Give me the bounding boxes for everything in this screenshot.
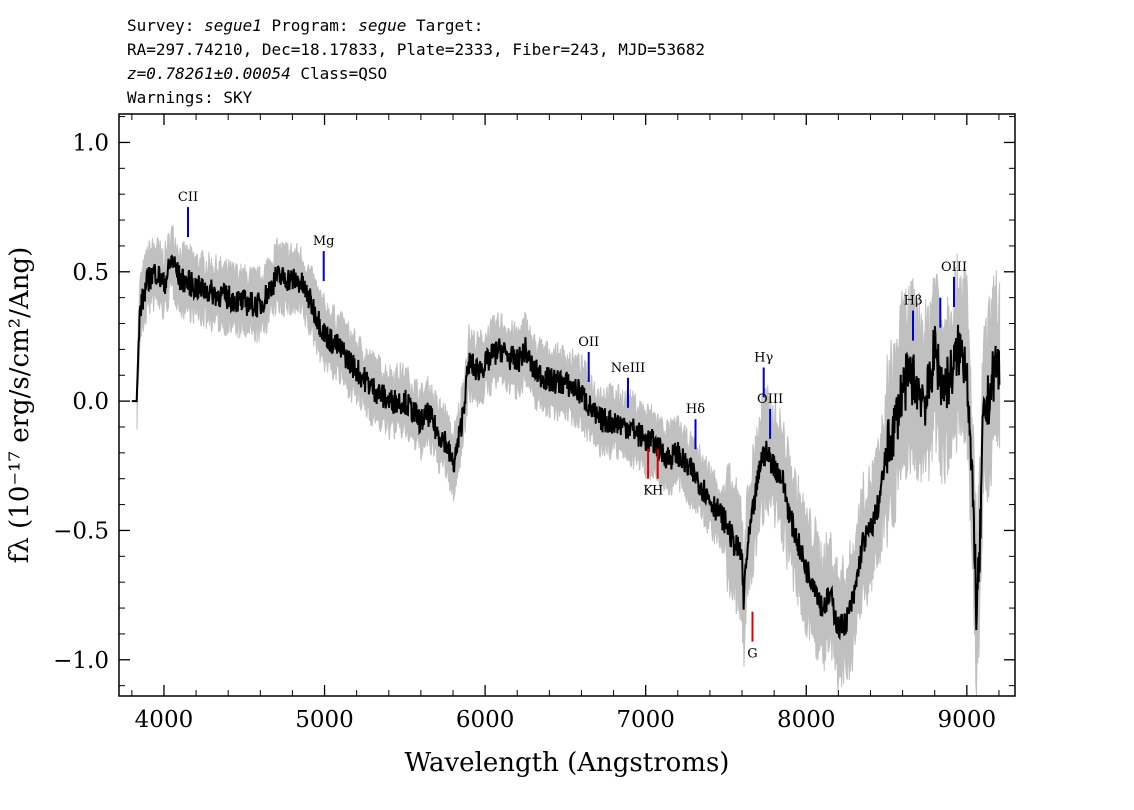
flux-error-band <box>136 224 1001 697</box>
y-tick-label: 1.0 <box>72 130 109 156</box>
line-label-neiii: NeIII <box>611 361 645 376</box>
x-tick-label: 6000 <box>456 707 515 733</box>
x-tick-label: 8000 <box>777 707 836 733</box>
y-tick-label: −0.5 <box>53 518 109 544</box>
target-label: Target: <box>406 16 484 35</box>
header-line-redshift: z=0.78261±0.00054 Class=QSO <box>127 62 705 86</box>
header-line-survey: Survey: segue1 Program: segue Target: <box>127 14 705 38</box>
line-label-oii: OII <box>578 335 599 350</box>
flux-line-layer <box>131 254 1001 641</box>
y-tick-label: 0.0 <box>72 389 109 415</box>
x-tick-label: 4000 <box>135 707 194 733</box>
program-label: Program: <box>261 16 359 35</box>
x-tick-label: 9000 <box>938 707 997 733</box>
line-label-h: H <box>652 484 663 499</box>
line-label-cii: CII <box>178 190 198 205</box>
header-line-coordinates: RA=297.74210, Dec=18.17833, Plate=2333, … <box>127 40 705 59</box>
line-marker-layer: CII Mg OII NeIII Hδ Hγ OIII Hβ OIII K H G <box>178 190 967 662</box>
y-tick-label: 0.5 <box>72 260 109 286</box>
line-label-oiii: OIII <box>941 260 967 275</box>
line-label-mg: Mg <box>313 234 335 249</box>
line-label-h: Hβ <box>904 294 923 309</box>
survey-value: segue1 <box>204 16 262 35</box>
line-label-oiii: OIII <box>757 392 783 407</box>
y-axis-title: fλ (10⁻¹⁷ erg/s/cm²/Ang) <box>5 247 35 563</box>
line-label-h: Hδ <box>686 402 705 417</box>
x-tick-label: 5000 <box>295 707 354 733</box>
header-line-warnings: Warnings: SKY <box>127 88 253 107</box>
error-band-layer <box>136 224 1001 697</box>
flux-line <box>131 254 1001 641</box>
class-value: Class=QSO <box>290 64 388 83</box>
survey-label: Survey: <box>127 16 205 35</box>
spectrum-header: Survey: segue1 Program: segue Target: RA… <box>127 14 705 110</box>
line-label-k: K <box>643 484 653 499</box>
x-axis-title: Wavelength (Angstroms) <box>405 748 730 778</box>
y-tick-label: −1.0 <box>53 648 109 674</box>
line-label-h: Hγ <box>754 351 773 366</box>
axis-tick-layer: 4000 5000 6000 7000 8000 9000 1.0 0.5 0.0 −0.5 −1.… <box>53 114 1015 733</box>
program-value: segue <box>358 16 407 35</box>
plot-frame <box>118 113 1016 697</box>
redshift-value: z=0.78261±0.00054 <box>127 64 291 83</box>
x-tick-label: 7000 <box>616 707 675 733</box>
line-label-g: G <box>747 647 757 662</box>
